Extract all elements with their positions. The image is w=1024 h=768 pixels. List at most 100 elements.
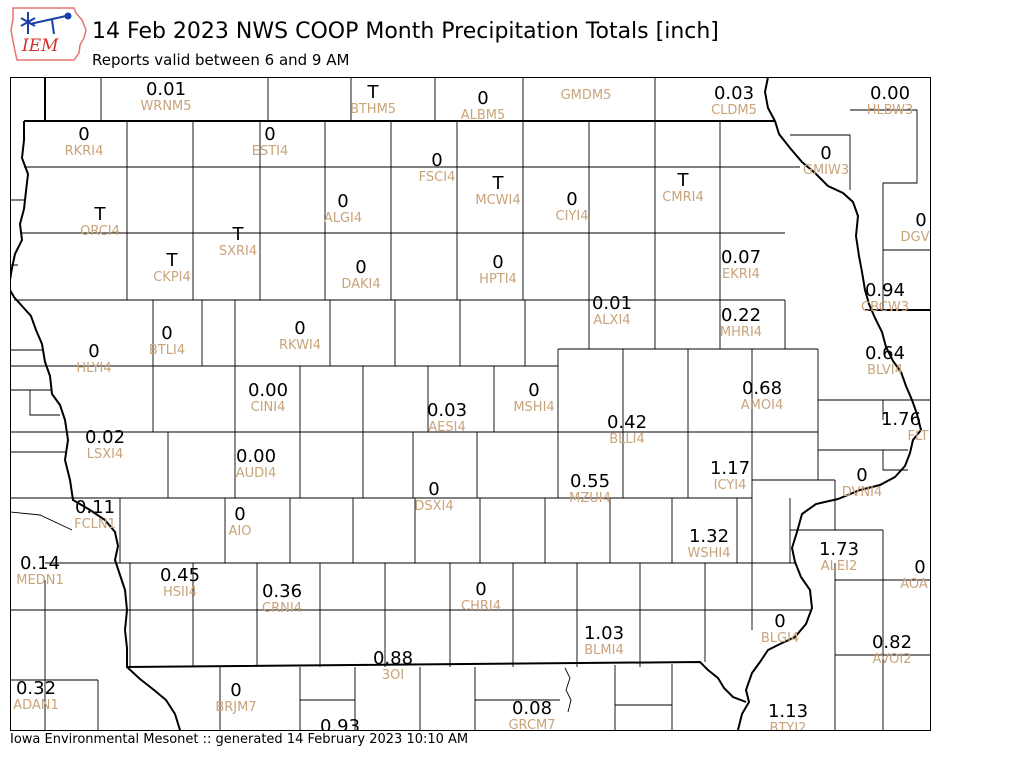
station-daki4: 0 DAKI4: [341, 258, 380, 292]
station-blgi4: 0 BLGI4: [761, 612, 799, 646]
station-id: BRJM7: [215, 700, 257, 715]
station-id: MEDN1: [16, 573, 64, 588]
station-id: HLYI4: [76, 361, 112, 376]
station-flt: 1.76 FLT: [880, 409, 928, 444]
station-icyi4: 1.17 ICYI4: [710, 459, 750, 493]
precip-value: 1.76: [880, 409, 922, 430]
station-dsxi4: 0 DSXI4: [414, 480, 453, 514]
station-cini4: 0.00 CINI4: [248, 381, 288, 415]
precip-value: 0.55: [569, 471, 611, 492]
map-frame: 0.01 WRNM5 T BTHM5 0 ALBM5 GMDM5 0.03 CLDM5 0.00 H…: [10, 77, 931, 731]
map-title: 14 Feb 2023 NWS COOP Month Precipitation…: [92, 19, 719, 44]
precip-value: 1.32: [688, 526, 730, 547]
station-brjm7: 0 BRJM7: [215, 681, 256, 715]
station-hsii4: 0.45 HSII4: [160, 566, 200, 600]
station-id: DSXI4: [414, 499, 454, 514]
precip-value: 0.11: [74, 497, 116, 518]
station-id: 3OI: [381, 668, 405, 683]
station-id: FCLN1: [74, 517, 116, 532]
station-id: GMIW3: [802, 163, 850, 178]
station-id: CIYI4: [555, 209, 589, 224]
station-esti4: 0 ESTI4: [252, 125, 289, 159]
station-id: BLMI4: [584, 643, 624, 658]
station-cmri4: T CMRI4: [662, 171, 703, 205]
precip-value: T: [492, 173, 504, 194]
station-id: CINI4: [250, 400, 286, 415]
station-id: GRCM7: [508, 718, 556, 731]
precip-value: 0.14: [19, 553, 61, 574]
station-id: ALBM5: [460, 108, 506, 123]
precip-value: 0.00: [235, 446, 277, 467]
precip-value: T: [94, 204, 106, 225]
precip-value: 0: [856, 465, 868, 486]
station-crni4: 0.36 CRNI4: [262, 582, 302, 616]
station-ckpi4: T CKPI4: [153, 251, 191, 285]
station-wshi4: 1.32 WSHI4: [688, 527, 731, 561]
precip-value: 0: [566, 189, 578, 210]
precip-value: 0: [774, 611, 786, 632]
station-blvi4: 0.64 BLVI4: [865, 344, 905, 378]
station-id: CHRI4: [461, 599, 501, 614]
precip-value: 0.32: [15, 678, 57, 699]
station-hlyi4: 0 HLYI4: [76, 342, 111, 376]
station-id: ALXI4: [593, 313, 631, 328]
precip-value: 0: [264, 124, 276, 145]
precip-value: 0.36: [261, 581, 303, 602]
station-id: AOA: [900, 577, 928, 592]
station-id: AMOI4: [740, 398, 784, 413]
station-bthm5: T BTHM5: [350, 83, 396, 117]
map-canvas: 0.01 WRNM5 T BTHM5 0 ALBM5 GMDM5 0.03 CLDM5 0.00 H…: [11, 78, 930, 731]
station-blmi4: 1.03 BLMI4: [584, 624, 624, 658]
station-id: BTYI2: [769, 721, 807, 731]
precip-value: 0: [337, 191, 349, 212]
station-aio: 0 AIO: [229, 505, 252, 539]
station-id: ALEI2: [820, 559, 858, 574]
precip-value: 0.00: [247, 380, 289, 401]
precip-value: 0: [528, 380, 540, 401]
station-orci4: T ORCI4: [80, 205, 120, 239]
station-layer: 0.01 WRNM5 T BTHM5 0 ALBM5 GMDM5 0.03 CLDM5 0.00 H…: [11, 78, 930, 731]
station-id: CKPI4: [153, 270, 191, 285]
county-boundaries: [11, 78, 930, 730]
wind-vane-icon: [20, 12, 72, 35]
station-sxri4: T SXRI4: [219, 225, 257, 259]
station-hlbw3: 0.00 HLBW3: [867, 84, 914, 118]
station-dgv: 0 DGV: [901, 210, 930, 245]
station-btyi2: 1.13 BTYI2: [768, 702, 808, 731]
precip-value: 0.01: [145, 79, 187, 100]
station-id: BTHM5: [349, 102, 397, 117]
station-id: BLVI4: [867, 363, 903, 378]
station-blli4: 0.42 BLLI4: [607, 413, 647, 447]
station-3oi: 0.88 3OI: [373, 649, 413, 683]
station-albm5: 0 ALBM5: [461, 89, 506, 123]
precip-value: 1.03: [583, 623, 625, 644]
station-medn1: 0.14 MEDN1: [16, 554, 63, 588]
station-id: DGV: [900, 230, 930, 245]
station-dvni4: 0 DVNI4: [842, 466, 883, 500]
precip-value: 0.93: [319, 716, 361, 731]
precip-value: 0: [355, 257, 367, 278]
station-id: WSHI4: [687, 546, 731, 561]
station-mshi4: 0 MSHI4: [513, 381, 554, 415]
station-audi4: 0.00 AUDI4: [236, 447, 277, 481]
station-id: ICYI4: [713, 478, 747, 493]
precip-value: T: [166, 250, 178, 271]
station-id: LSXI4: [86, 447, 124, 462]
station-lsxi4: 0.02 LSXI4: [85, 428, 125, 462]
station-id: EKRI4: [722, 267, 760, 282]
precip-value: 0: [475, 579, 487, 600]
station-mzui4: 0.55 MZUI4: [569, 472, 611, 506]
precip-value: T: [367, 82, 379, 103]
precip-value: 0.03: [713, 83, 755, 104]
precip-value: 0: [914, 557, 926, 578]
station-ekri4: 0.07 EKRI4: [721, 248, 761, 282]
precip-value: 0.22: [720, 305, 762, 326]
precip-value: 0: [915, 210, 927, 231]
station-id: FLT: [907, 429, 929, 444]
precip-value: 0: [161, 323, 173, 344]
station-mhri4: 0.22 MHRI4: [720, 306, 762, 340]
precip-value: 0: [230, 680, 242, 701]
precip-value: 0.45: [159, 565, 201, 586]
station-alei2: 1.73 ALEI2: [819, 540, 859, 574]
precip-value: 0.64: [864, 343, 906, 364]
